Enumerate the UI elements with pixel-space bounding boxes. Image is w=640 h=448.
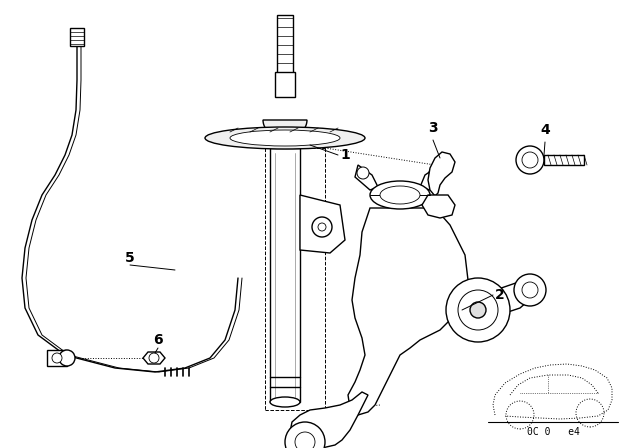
Circle shape [506, 401, 534, 429]
Polygon shape [47, 350, 67, 366]
Text: 2: 2 [495, 288, 505, 302]
Circle shape [514, 274, 546, 306]
Circle shape [357, 167, 369, 179]
Circle shape [295, 432, 315, 448]
Circle shape [285, 422, 325, 448]
Ellipse shape [370, 181, 430, 209]
Ellipse shape [230, 130, 340, 146]
Circle shape [312, 217, 332, 237]
Circle shape [516, 146, 544, 174]
Circle shape [149, 353, 159, 363]
Text: 5: 5 [125, 251, 135, 265]
Polygon shape [263, 120, 307, 138]
Circle shape [446, 278, 510, 342]
Ellipse shape [205, 127, 365, 149]
Bar [70, 28, 84, 46]
Circle shape [470, 302, 486, 318]
Text: 0C 0   e4: 0C 0 e4 [527, 427, 579, 437]
Circle shape [318, 223, 326, 231]
Circle shape [59, 350, 75, 366]
Polygon shape [420, 165, 442, 190]
Bar [544, 155, 584, 165]
Ellipse shape [270, 397, 300, 407]
Bar [277, 15, 293, 85]
Polygon shape [348, 208, 468, 415]
Polygon shape [270, 148, 300, 402]
Polygon shape [355, 165, 378, 190]
Text: 1: 1 [340, 148, 349, 162]
Text: 3: 3 [428, 121, 438, 135]
Circle shape [429, 167, 441, 179]
Ellipse shape [380, 186, 420, 204]
Polygon shape [428, 152, 455, 196]
Bar [275, 72, 295, 97]
Circle shape [52, 353, 62, 363]
Circle shape [458, 290, 498, 330]
Text: 6: 6 [153, 333, 163, 347]
Polygon shape [478, 278, 535, 322]
Polygon shape [143, 352, 165, 364]
Polygon shape [290, 392, 368, 448]
Circle shape [522, 282, 538, 298]
Text: 4: 4 [540, 123, 550, 137]
Polygon shape [300, 195, 345, 253]
Polygon shape [422, 195, 455, 218]
Circle shape [576, 399, 604, 427]
Circle shape [522, 152, 538, 168]
